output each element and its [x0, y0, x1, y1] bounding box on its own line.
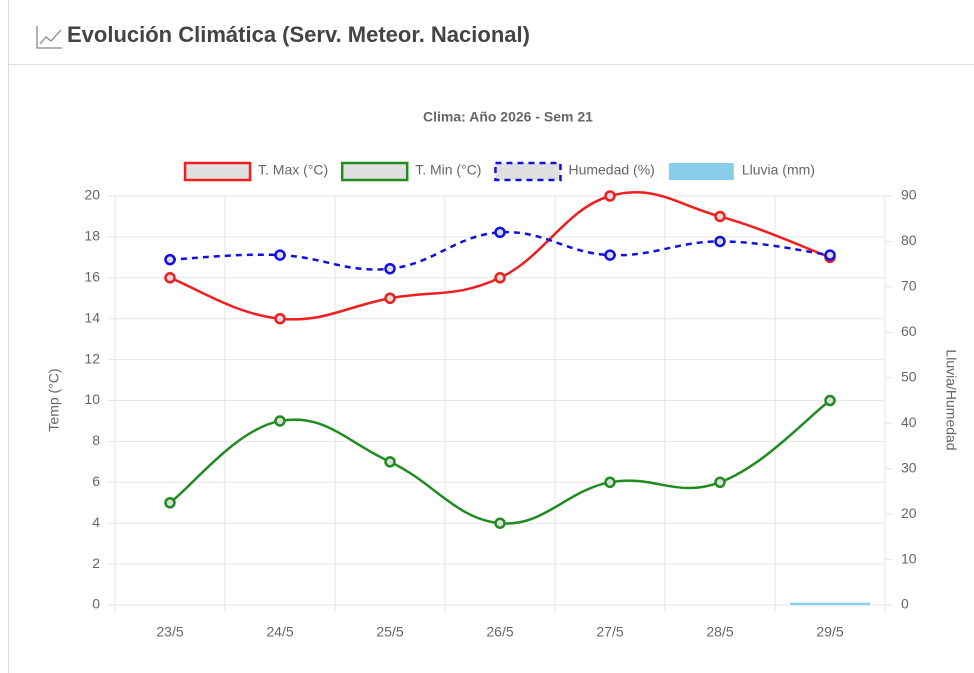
point [824, 249, 836, 261]
point [274, 312, 286, 325]
y-tick-label: 12 [84, 350, 100, 366]
point [714, 210, 726, 223]
y2-tick-label: 30 [901, 459, 917, 475]
x-tick-label: 27/5 [596, 624, 623, 640]
legend-swatch [494, 161, 562, 182]
panel-title: Evolución Climática (Serv. Meteor. Nacio… [67, 22, 530, 47]
y2-tick-label: 10 [901, 550, 917, 566]
legend-swatch [340, 161, 409, 182]
point [714, 235, 726, 248]
y2-tick-label: 20 [901, 505, 917, 521]
y2-tick-label: 90 [901, 187, 917, 203]
y-tick-label: 4 [92, 514, 100, 530]
y2-tick-label: 70 [901, 278, 917, 294]
y2-tick-label: 50 [901, 368, 917, 384]
point [164, 272, 176, 284]
y2-tick-label: 80 [901, 232, 917, 248]
point [824, 394, 836, 407]
point [604, 190, 616, 202]
legend-label: T. Max (°C) [258, 162, 328, 178]
legend-swatch [183, 161, 252, 182]
y-tick-label: 2 [92, 555, 100, 571]
y-axis-title: Temp (°C) [46, 368, 62, 431]
y-tick-label: 6 [92, 473, 100, 489]
legend-label: Humedad (%) [568, 162, 654, 178]
legend-swatch [668, 163, 734, 180]
point [604, 476, 616, 489]
y-tick-label: 14 [84, 309, 100, 325]
y2-tick-label: 60 [901, 323, 917, 339]
point [164, 253, 176, 266]
point [604, 249, 616, 261]
card-header: Evolución Climática (Serv. Meteor. Nacio… [9, 0, 974, 65]
point [384, 262, 396, 275]
chart-title: Clima: Año 2026 - Sem 21 [423, 109, 593, 125]
x-tick-label: 28/5 [706, 624, 733, 640]
x-tick-label: 29/5 [816, 624, 843, 640]
point [714, 476, 726, 489]
point [274, 249, 286, 261]
bar [790, 602, 870, 605]
point [384, 292, 396, 304]
chart-icon [36, 26, 62, 49]
y-tick-label: 0 [92, 596, 100, 612]
point [494, 272, 506, 284]
point [274, 415, 286, 427]
legend-label: Lluvia (mm) [742, 162, 815, 178]
series-line [169, 399, 831, 525]
y2-tick-label: 0 [901, 596, 909, 612]
x-tick-label: 26/5 [486, 624, 513, 640]
point [164, 497, 176, 509]
y2-axis-title: Lluvia/Humedad [943, 349, 959, 450]
point [384, 456, 396, 468]
y-tick-label: 10 [84, 391, 100, 407]
point [494, 517, 506, 529]
y-tick-label: 8 [92, 432, 100, 448]
point [494, 226, 506, 239]
y-tick-label: 16 [84, 269, 100, 285]
y-tick-label: 20 [84, 187, 100, 203]
x-tick-label: 25/5 [376, 624, 403, 640]
x-tick-label: 24/5 [266, 624, 293, 640]
y-tick-label: 18 [84, 228, 100, 244]
card: Evolución Climática (Serv. Meteor. Nacio… [8, 0, 974, 673]
x-tick-label: 23/5 [156, 624, 183, 640]
y2-tick-label: 40 [901, 414, 917, 430]
legend-label: T. Min (°C) [415, 162, 481, 178]
